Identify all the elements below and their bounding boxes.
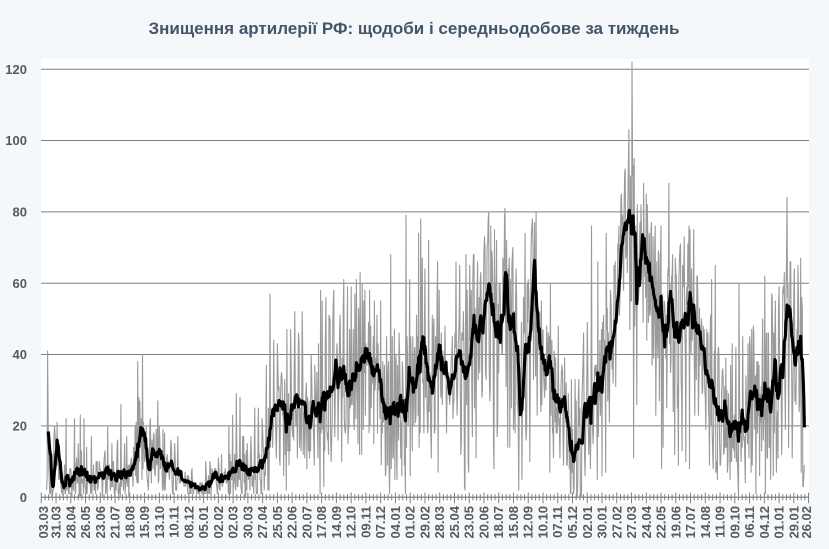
- svg-text:18.07: 18.07: [491, 506, 506, 539]
- svg-text:12.10: 12.10: [344, 506, 359, 539]
- svg-text:09.11: 09.11: [358, 506, 373, 538]
- svg-text:04.01: 04.01: [388, 506, 403, 539]
- svg-text:18.08: 18.08: [122, 506, 137, 539]
- svg-text:12.09: 12.09: [521, 506, 536, 539]
- svg-text:80: 80: [13, 205, 27, 220]
- svg-text:13.10: 13.10: [152, 506, 167, 539]
- svg-text:21.07: 21.07: [108, 506, 123, 539]
- svg-text:20: 20: [13, 419, 27, 434]
- svg-text:11.09: 11.09: [713, 506, 728, 538]
- svg-text:29.02: 29.02: [417, 506, 432, 539]
- svg-text:29.01: 29.01: [786, 506, 801, 539]
- svg-text:26.02: 26.02: [799, 506, 814, 539]
- svg-text:60: 60: [13, 276, 27, 291]
- svg-text:25.05: 25.05: [270, 506, 285, 539]
- svg-text:05.12: 05.12: [565, 506, 580, 539]
- svg-text:02.03: 02.03: [226, 506, 241, 539]
- svg-text:28.03: 28.03: [432, 506, 447, 539]
- svg-text:31.03: 31.03: [49, 506, 64, 539]
- svg-text:27.02: 27.02: [609, 506, 624, 539]
- svg-text:14.08: 14.08: [698, 506, 713, 539]
- svg-text:17.07: 17.07: [683, 506, 698, 539]
- svg-text:15.08: 15.08: [506, 506, 521, 539]
- svg-text:23.05: 23.05: [462, 506, 477, 539]
- svg-text:10.10: 10.10: [536, 506, 551, 539]
- svg-text:27.03: 27.03: [624, 506, 639, 539]
- svg-text:08.12: 08.12: [181, 506, 196, 539]
- svg-text:07.11: 07.11: [550, 506, 565, 538]
- svg-text:04.12: 04.12: [757, 506, 772, 539]
- svg-text:23.06: 23.06: [93, 506, 108, 539]
- svg-text:06.11: 06.11: [742, 506, 757, 538]
- svg-text:120: 120: [5, 62, 27, 77]
- svg-text:40: 40: [13, 347, 27, 362]
- svg-text:30.03: 30.03: [240, 506, 255, 539]
- svg-text:22.06: 22.06: [285, 506, 300, 539]
- svg-text:28.04: 28.04: [63, 505, 78, 538]
- svg-text:01.02: 01.02: [403, 506, 418, 539]
- svg-text:14.09: 14.09: [329, 506, 344, 539]
- svg-text:30.01: 30.01: [595, 506, 610, 539]
- svg-text:100: 100: [5, 133, 27, 148]
- svg-text:19.06: 19.06: [668, 506, 683, 539]
- svg-text:09.10: 09.10: [727, 506, 742, 539]
- svg-text:05.01: 05.01: [196, 506, 211, 539]
- svg-text:10.11: 10.11: [167, 506, 182, 538]
- svg-text:27.04: 27.04: [255, 505, 270, 538]
- svg-text:17.08: 17.08: [314, 506, 329, 539]
- svg-text:03.03: 03.03: [36, 506, 51, 539]
- svg-text:20.06: 20.06: [477, 506, 492, 539]
- svg-text:20.07: 20.07: [299, 506, 314, 539]
- svg-text:24.04: 24.04: [639, 505, 654, 538]
- svg-text:26.05: 26.05: [78, 506, 93, 539]
- svg-text:07.12: 07.12: [373, 506, 388, 539]
- svg-text:15.09: 15.09: [137, 506, 152, 539]
- svg-text:02.01: 02.01: [580, 506, 595, 539]
- svg-text:Знищення артилерії РФ: щодоби: Знищення артилерії РФ: щодоби і середньо…: [148, 19, 679, 38]
- svg-text:22.05: 22.05: [654, 506, 669, 539]
- svg-text:02.02: 02.02: [211, 506, 226, 539]
- svg-text:25.04: 25.04: [447, 505, 462, 538]
- svg-text:01.01: 01.01: [772, 506, 787, 539]
- svg-text:0: 0: [20, 490, 27, 505]
